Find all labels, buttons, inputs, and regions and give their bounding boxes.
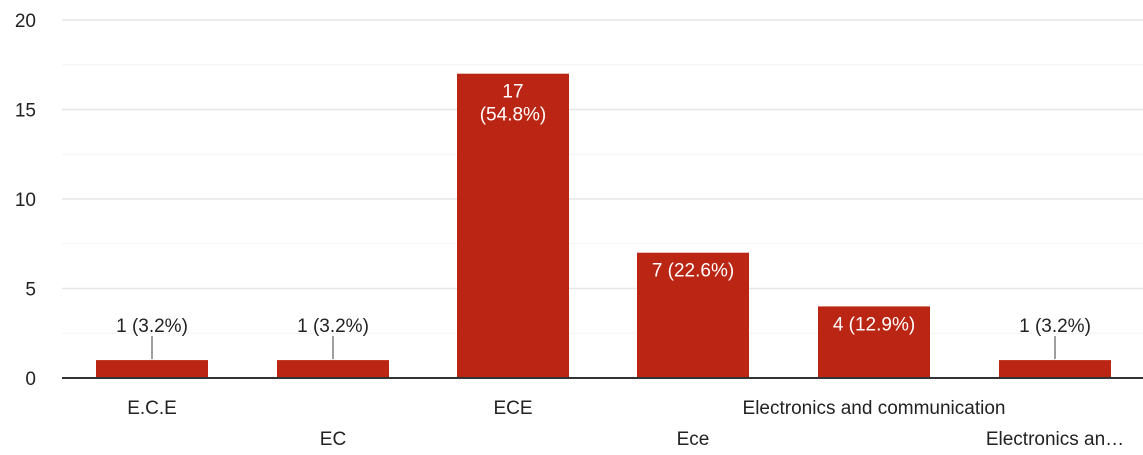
bar [818,306,930,378]
y-tick-label: 10 [15,190,36,211]
x-category-label: Electronics and communication [743,398,1006,419]
y-tick-label: 20 [15,11,36,32]
y-tick-label: 15 [15,101,36,122]
data-label: 7 (22.6%) [652,261,734,282]
data-label-line: 17 [502,82,523,103]
x-category-label: Ece [677,429,710,450]
bar [277,360,389,378]
x-category-label: EC [320,429,346,450]
data-label-line: (54.8%) [480,105,547,126]
data-label: 1 (3.2%) [1019,316,1091,337]
data-label-line: 4 (12.9%) [833,314,915,335]
bar [96,360,208,378]
data-label: 1 (3.2%) [297,316,369,337]
y-tick-label: 0 [25,369,36,390]
bar [999,360,1111,378]
data-label-line: 7 (22.6%) [652,261,734,282]
data-label: 1 (3.2%) [116,316,188,337]
data-label: 4 (12.9%) [833,314,915,335]
y-tick-label: 5 [25,280,36,301]
bar [457,73,569,378]
bar [637,252,749,378]
x-category-label: Electronics an… [986,429,1124,450]
data-label: 17 (54.8%) [480,82,547,126]
x-category-label: ECE [493,398,532,419]
x-category-label: E.C.E [127,398,177,419]
